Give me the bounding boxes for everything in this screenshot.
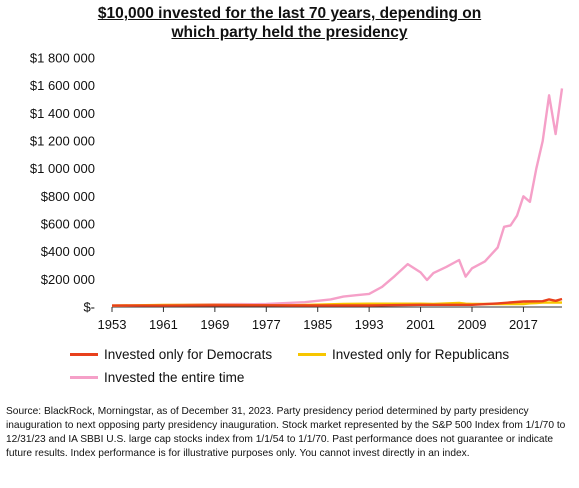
- y-tick-label: $1 000 000: [30, 161, 95, 176]
- y-tick-label: $1 800 000: [30, 51, 95, 66]
- series-lines: [111, 88, 564, 307]
- y-tick-label: $400 000: [41, 244, 95, 259]
- legend-swatch-entire-time: [70, 375, 98, 379]
- x-tick-label: 2001: [406, 317, 435, 332]
- chart-title-line-2: which party held the presidency: [171, 24, 408, 41]
- y-tick-label: $1 600 000: [30, 78, 95, 93]
- x-tick-label: 1969: [200, 317, 229, 332]
- legend-item-entire-time: Invested the entire time: [70, 370, 244, 386]
- x-tick-label: 2017: [509, 317, 538, 332]
- legend-label-republicans: Invested only for Republicans: [332, 347, 510, 362]
- source-note: Source: BlackRock, Morningstar, as of De…: [6, 406, 566, 459]
- chart-title: $10,000 invested for the last 70 years, …: [0, 4, 579, 42]
- x-tick-label: 1961: [149, 317, 178, 332]
- x-tick-label: 1977: [252, 317, 281, 332]
- x-tick-label: 1953: [98, 317, 127, 332]
- line-chart: $- $200 000 $400 000 $600 000 $800 000 $1 000…: [30, 51, 564, 332]
- x-tick-label: 1993: [355, 317, 384, 332]
- legend-label-entire-time: Invested the entire time: [104, 370, 245, 385]
- y-tick-label: $1 200 000: [30, 134, 95, 149]
- legend-label-democrats: Invested only for Democrats: [104, 347, 273, 362]
- legend-swatch-republicans: [298, 352, 326, 356]
- y-axis-ticks: $- $200 000 $400 000 $600 000 $800 000 $1 000…: [30, 51, 95, 315]
- x-tick-label: 2009: [458, 317, 487, 332]
- series-line-entire-time: [111, 88, 564, 307]
- y-tick-label: $800 000: [41, 189, 95, 204]
- legend-swatch-democrats: [70, 352, 98, 356]
- x-tick-label: 1985: [303, 317, 332, 332]
- series-line-democrats: [112, 297, 563, 307]
- y-tick-label: $-: [83, 300, 95, 315]
- y-tick-label: $600 000: [41, 217, 95, 232]
- chart-title-line-1: $10,000 invested for the last 70 years, …: [97, 5, 482, 22]
- y-tick-label: $200 000: [41, 272, 95, 287]
- x-axis-ticks: 1953 1961 1969 1977 1985 1993 2001 2009 2017: [98, 307, 538, 332]
- y-tick-label: $1 400 000: [30, 106, 95, 121]
- legend-item-republicans: Invested only for Republicans: [298, 347, 509, 363]
- legend-item-democrats: Invested only for Democrats: [70, 347, 272, 363]
